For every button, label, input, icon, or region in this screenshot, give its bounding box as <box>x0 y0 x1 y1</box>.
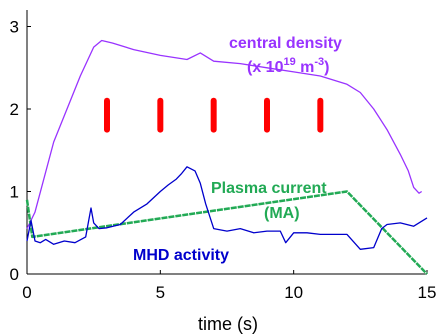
x-tick-label-5: 5 <box>156 283 165 302</box>
axes <box>26 10 428 275</box>
annotation-density: central density <box>229 35 342 52</box>
event-markers <box>104 97 324 133</box>
annotation-density-units: (x 1019 m-3) <box>247 56 330 76</box>
series-mhd <box>26 166 428 250</box>
series-density <box>26 39 423 229</box>
annotation-current: Plasma current <box>211 180 327 197</box>
plot-series <box>25 39 428 275</box>
x-axis-label: time (s) <box>198 314 258 334</box>
tick-labels: 0 5 10 15 0 1 2 3 <box>10 18 437 303</box>
series-plasma-current <box>25 190 428 275</box>
x-tick-label-0: 0 <box>22 283 31 302</box>
x-tick-label-10: 10 <box>284 283 303 302</box>
y-tick-label-1: 1 <box>10 183 19 202</box>
y-tick-label-3: 3 <box>10 18 19 37</box>
x-tick-label-15: 15 <box>418 283 437 302</box>
annotation-current-units: (MA) <box>264 205 300 222</box>
y-tick-label-2: 2 <box>10 100 19 119</box>
annotation-mhd: MHD activity <box>133 247 229 264</box>
y-tick-label-0: 0 <box>10 265 19 284</box>
